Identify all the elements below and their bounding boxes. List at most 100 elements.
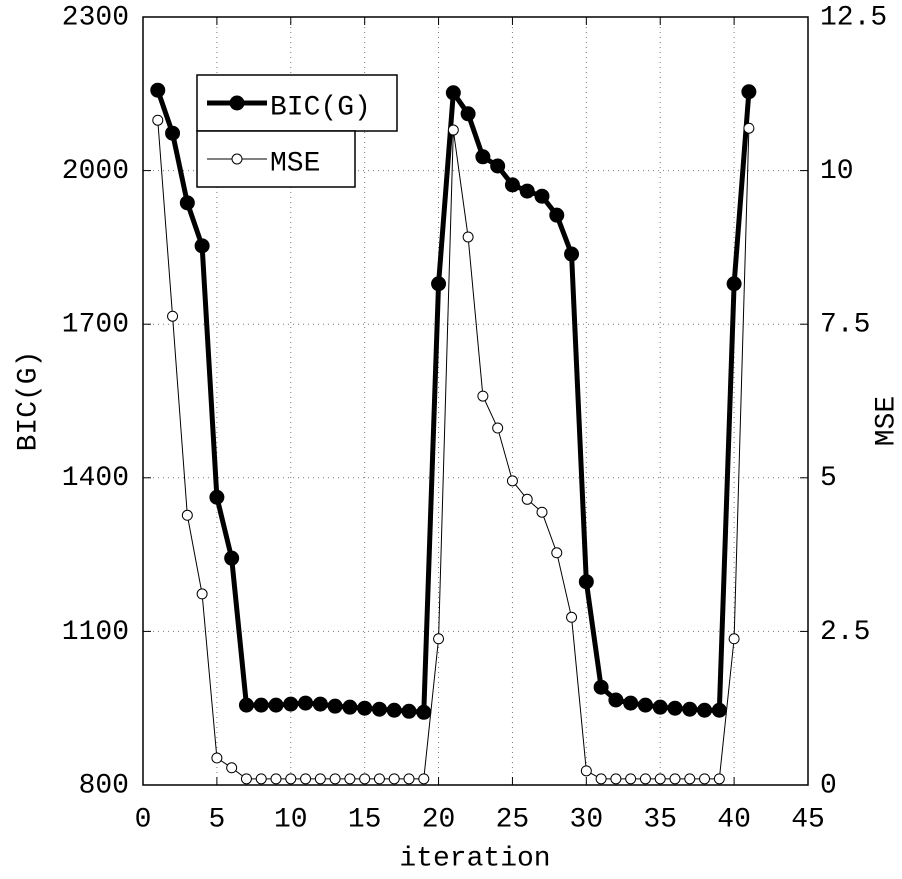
data-point: [697, 702, 713, 718]
data-point: [342, 699, 358, 715]
data-point: [211, 752, 223, 764]
data-point: [580, 765, 592, 777]
y2-tick-label: 5: [820, 463, 837, 494]
data-point: [477, 390, 489, 402]
data-point: [566, 611, 578, 623]
data-point: [445, 85, 461, 101]
data-point: [504, 177, 520, 193]
y2-tick-label: 2.5: [820, 617, 870, 648]
data-point: [357, 700, 373, 716]
data-point: [373, 773, 385, 785]
x-tick-label: 20: [422, 804, 456, 835]
data-point: [490, 158, 506, 174]
y2-tick-label: 10: [820, 156, 854, 187]
y-tick-label: 2000: [62, 156, 129, 187]
data-point: [623, 695, 639, 711]
legend-label: MSE: [270, 148, 320, 179]
data-point: [534, 188, 550, 204]
data-point: [610, 773, 622, 785]
x-tick-label: 5: [208, 804, 225, 835]
data-point: [298, 695, 314, 711]
data-point: [637, 697, 653, 713]
data-point: [285, 773, 297, 785]
data-point: [536, 506, 548, 518]
data-point: [253, 697, 269, 713]
y-axis-label: BIC(G): [13, 351, 44, 452]
data-point: [371, 701, 387, 717]
data-point: [238, 697, 254, 713]
x-tick-label: 0: [135, 804, 152, 835]
data-point: [741, 84, 757, 100]
data-point: [549, 207, 565, 223]
data-point: [431, 276, 447, 292]
data-point: [684, 773, 696, 785]
data-point: [224, 550, 240, 566]
data-point: [327, 698, 343, 714]
x-tick-label: 30: [570, 804, 604, 835]
data-point: [639, 773, 651, 785]
y2-tick-label: 7.5: [820, 310, 870, 341]
data-point: [312, 696, 328, 712]
data-point: [283, 696, 299, 712]
x-tick-label: 10: [274, 804, 308, 835]
y2-tick-label: 0: [820, 770, 837, 801]
data-point: [255, 773, 267, 785]
data-point: [521, 493, 533, 505]
data-point: [329, 773, 341, 785]
y2-axis-label: MSE: [871, 396, 902, 446]
data-point: [226, 762, 238, 774]
x-tick-label: 25: [496, 804, 530, 835]
data-point: [492, 422, 504, 434]
data-point: [462, 231, 474, 243]
data-point: [652, 699, 668, 715]
data-point: [386, 702, 402, 718]
data-point: [713, 773, 725, 785]
data-point: [300, 773, 312, 785]
x-tick-label: 45: [791, 804, 825, 835]
data-point: [726, 276, 742, 292]
data-point: [460, 106, 476, 122]
data-point: [593, 679, 609, 695]
data-point: [578, 574, 594, 590]
data-point: [564, 246, 580, 262]
data-point: [667, 700, 683, 716]
data-point: [167, 310, 179, 322]
data-point: [475, 149, 491, 165]
data-point: [359, 773, 371, 785]
data-point: [240, 773, 252, 785]
data-point: [682, 701, 698, 717]
data-point: [196, 588, 208, 600]
data-point: [551, 547, 563, 559]
x-tick-label: 15: [348, 804, 382, 835]
data-point: [388, 773, 400, 785]
y-tick-label: 2300: [62, 2, 129, 33]
data-point: [418, 773, 430, 785]
data-point: [403, 773, 415, 785]
data-point: [401, 703, 417, 719]
y2-tick-label: 12.5: [820, 2, 887, 33]
data-point: [669, 773, 681, 785]
data-point: [743, 122, 755, 134]
data-point: [165, 125, 181, 141]
data-point: [711, 702, 727, 718]
series-line: [157, 120, 750, 780]
data-point: [314, 773, 326, 785]
y-tick-label: 800: [79, 770, 129, 801]
data-point: [268, 697, 284, 713]
data-point: [506, 475, 518, 487]
data-point: [150, 82, 166, 98]
data-point: [433, 633, 445, 645]
legend-label: BIC(G): [270, 92, 371, 123]
data-point: [699, 773, 711, 785]
data-point: [209, 489, 225, 505]
data-point: [194, 238, 210, 254]
data-point: [181, 509, 193, 521]
data-point: [416, 704, 432, 720]
data-point: [152, 114, 164, 126]
data-point: [519, 183, 535, 199]
legend-marker: [231, 153, 243, 165]
x-tick-label: 40: [717, 804, 751, 835]
y-tick-label: 1700: [62, 310, 129, 341]
data-point: [608, 692, 624, 708]
